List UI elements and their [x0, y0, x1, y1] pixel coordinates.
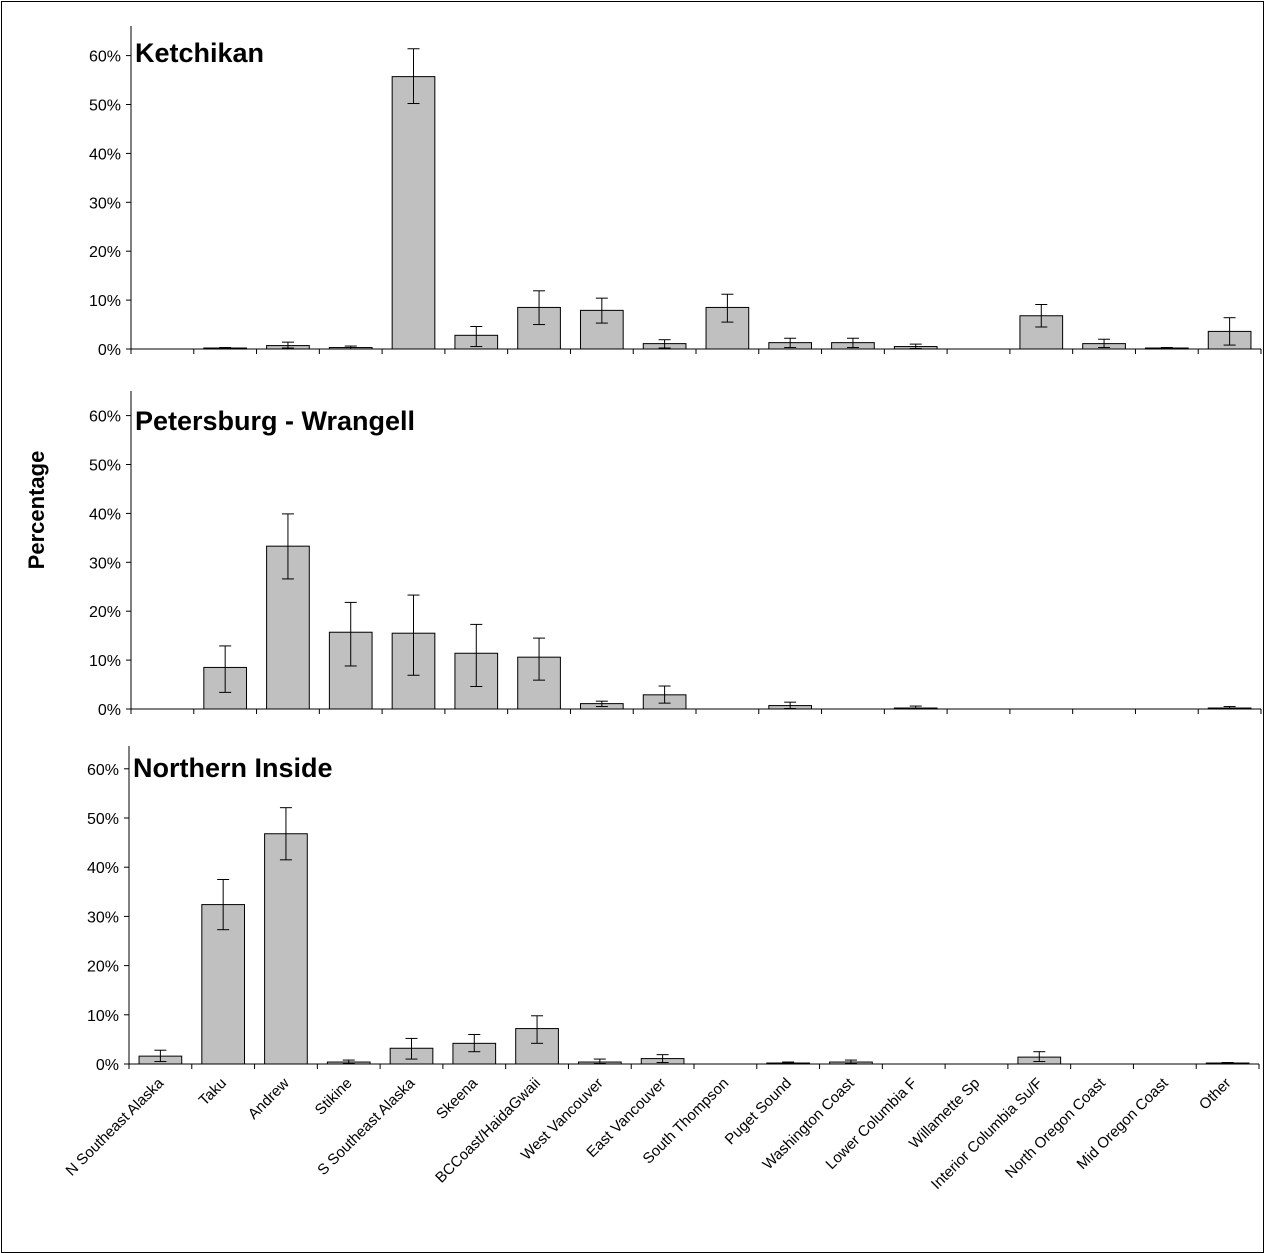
y-tick-label: 10%: [89, 653, 121, 670]
y-tick-label: 40%: [89, 146, 121, 163]
bar: [264, 833, 308, 1065]
y-tick-label: 30%: [89, 555, 121, 572]
panel-title: Petersburg - Wrangell: [135, 406, 415, 436]
y-tick-label: 10%: [87, 1008, 119, 1025]
y-tick-label: 30%: [89, 195, 121, 212]
y-axis-title: Percentage: [24, 451, 49, 570]
y-tick-label: 50%: [89, 458, 121, 475]
y-tick-label: 0%: [98, 702, 121, 719]
x-category-label: Other: [1196, 1075, 1235, 1114]
y-tick-label: 60%: [89, 409, 121, 426]
y-tick-label: 20%: [87, 959, 119, 976]
y-tick-label: 20%: [89, 604, 121, 621]
y-tick-label: 60%: [89, 49, 121, 66]
bar: [201, 904, 246, 1065]
y-tick-label: 30%: [87, 909, 119, 926]
y-tick-label: 50%: [87, 811, 119, 828]
panel-title: Northern Inside: [133, 753, 333, 783]
x-category-label: Andrew: [245, 1075, 293, 1123]
y-tick-label: 40%: [87, 860, 119, 877]
x-category-label: Taku: [196, 1075, 230, 1109]
x-category-label: BCCoast/HaidaGwaii: [432, 1075, 544, 1187]
x-category-label: Stikine: [312, 1075, 356, 1119]
x-category-label: Interior Columbia Su/F: [928, 1075, 1046, 1193]
bar: [391, 76, 436, 350]
y-tick-label: 50%: [89, 98, 121, 115]
panel-title: Ketchikan: [135, 38, 264, 68]
y-tick-label: 0%: [96, 1057, 119, 1074]
y-tick-label: 40%: [89, 506, 121, 523]
x-category-label: N Southeast Alaska: [63, 1074, 168, 1179]
y-tick-label: 60%: [87, 762, 119, 779]
x-category-label: Skeena: [433, 1074, 481, 1122]
y-tick-label: 20%: [89, 244, 121, 261]
y-tick-label: 10%: [89, 293, 121, 310]
y-tick-label: 0%: [98, 342, 121, 359]
